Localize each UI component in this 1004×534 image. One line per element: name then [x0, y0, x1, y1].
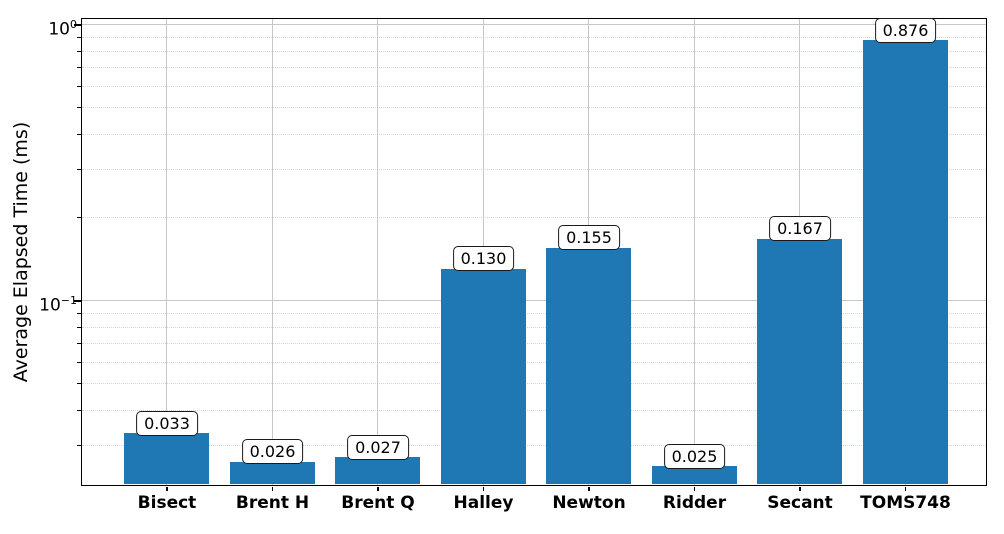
x-axis-tick: [271, 486, 274, 491]
x-axis-tick: [588, 486, 590, 491]
x-tick-label-toms748: TOMS748: [860, 493, 951, 513]
value-label-box: 0.876: [874, 17, 937, 43]
y-axis-minor-tick: [77, 36, 82, 38]
gridline-minor-horizontal: [81, 312, 986, 314]
gridline-major-vertical: [166, 18, 167, 485]
y-tick-label-base: 10: [48, 19, 70, 40]
y-axis-minor-tick: [77, 444, 82, 446]
bar-brent-q: [335, 457, 420, 485]
bar-newton: [546, 247, 631, 485]
gridline-major-vertical: [693, 18, 695, 485]
y-axis-minor-tick: [77, 343, 82, 345]
y-tick-label-exponent: 0: [70, 17, 77, 31]
grid-layer: [81, 18, 986, 485]
gridline-major-horizontal: [81, 299, 986, 301]
bar-ridder: [651, 466, 737, 485]
x-axis-tick: [166, 486, 168, 491]
value-label-box: 0.167: [769, 216, 831, 242]
y-axis-title: Average Elapsed Time (ms): [10, 121, 32, 383]
y-axis-minor-tick: [77, 134, 82, 136]
gridline-minor-horizontal: [81, 217, 986, 219]
y-axis-minor-tick: [77, 217, 82, 219]
x-tick-label-bisect: Bisect: [137, 493, 197, 513]
y-axis-minor-tick: [77, 361, 82, 363]
gridline-minor-horizontal: [81, 168, 986, 170]
y-axis-minor-tick: [77, 327, 82, 329]
x-axis-tick: [482, 486, 485, 491]
y-axis-minor-tick: [77, 410, 82, 412]
value-label-box: 0.025: [663, 443, 726, 469]
gridline-major-vertical: [271, 18, 273, 485]
x-tick-label-secant: Secant: [767, 493, 833, 513]
y-tick-label-base: 10: [39, 295, 61, 316]
y-axis-major-tick: [74, 300, 82, 302]
gridline-major-vertical: [377, 18, 378, 485]
y-tick-label: 10−1: [0, 291, 77, 316]
y-axis-minor-tick: [77, 312, 82, 314]
gridline-minor-horizontal: [81, 444, 986, 446]
x-axis-tick: [693, 486, 696, 491]
bar-secant: [757, 238, 842, 485]
y-axis-minor-tick: [77, 85, 82, 87]
bars-layer: [82, 19, 986, 485]
plot-area: [80, 17, 987, 486]
y-tick-label-exponent: −1: [60, 293, 77, 307]
gridline-minor-horizontal: [81, 67, 986, 69]
y-axis-minor-tick: [77, 51, 82, 53]
y-tick-label: 100: [0, 15, 77, 40]
y-axis-minor-tick: [77, 168, 82, 170]
x-tick-label-ridder: Ridder: [662, 493, 727, 513]
gridline-minor-horizontal: [81, 383, 986, 385]
x-axis-tick: [799, 486, 801, 491]
bar-bisect: [124, 433, 209, 485]
x-tick-label-brent-q: Brent Q: [341, 493, 415, 513]
value-label-box: 0.027: [347, 434, 409, 460]
value-label-box: 0.026: [241, 439, 304, 465]
value-label-box: 0.130: [452, 246, 515, 272]
bar-toms748: [862, 40, 948, 485]
y-axis-minor-tick: [77, 383, 82, 385]
gridline-minor-horizontal: [81, 51, 986, 53]
x-tick-label-brent-h: Brent H: [235, 493, 310, 513]
value-label-box: 0.155: [558, 225, 620, 251]
y-axis-minor-tick: [77, 107, 82, 109]
bar-brent-h: [229, 461, 315, 485]
gridline-major-horizontal: [81, 23, 986, 25]
gridline-minor-horizontal: [81, 327, 986, 329]
x-axis-tick: [377, 486, 379, 491]
x-axis-tick: [904, 486, 907, 491]
gridline-minor-horizontal: [81, 343, 986, 345]
bar-halley: [440, 268, 526, 485]
gridline-minor-horizontal: [81, 361, 986, 363]
gridline-minor-horizontal: [81, 410, 986, 412]
value-label-box: 0.033: [136, 410, 198, 436]
x-tick-label-halley: Halley: [453, 493, 514, 513]
gridline-minor-horizontal: [81, 107, 986, 109]
y-axis-minor-tick: [77, 67, 82, 69]
y-axis-major-tick: [74, 24, 82, 26]
gridline-minor-horizontal: [81, 85, 986, 87]
x-tick-label-newton: Newton: [552, 493, 626, 513]
gridline-minor-horizontal: [81, 36, 986, 38]
gridline-minor-horizontal: [81, 134, 986, 136]
